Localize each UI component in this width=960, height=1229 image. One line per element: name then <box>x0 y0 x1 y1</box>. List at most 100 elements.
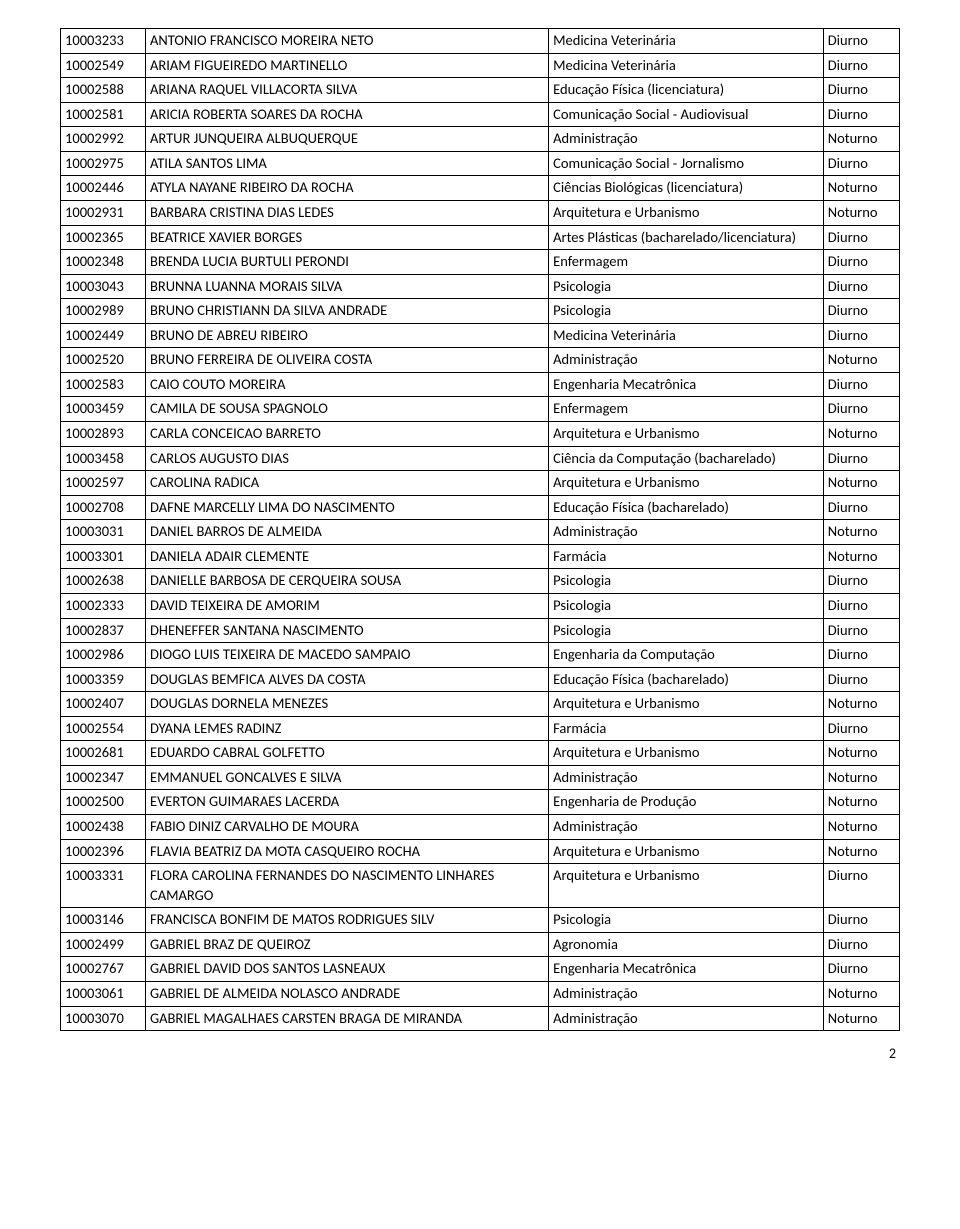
cell-id: 10002986 <box>61 643 146 668</box>
cell-name: CARLOS AUGUSTO DIAS <box>145 446 548 471</box>
cell-course: Medicina Veterinária <box>549 53 824 78</box>
cell-shift: Noturno <box>823 981 899 1006</box>
cell-shift: Diurno <box>823 716 899 741</box>
table-row: 10002347EMMANUEL GONCALVES E SILVAAdmini… <box>61 765 900 790</box>
cell-shift: Noturno <box>823 200 899 225</box>
cell-course: Arquitetura e Urbanismo <box>549 741 824 766</box>
cell-shift: Noturno <box>823 839 899 864</box>
cell-id: 10002931 <box>61 200 146 225</box>
cell-shift: Diurno <box>823 618 899 643</box>
cell-name: FLORA CAROLINA FERNANDES DO NASCIMENTO L… <box>145 864 548 908</box>
cell-id: 10002597 <box>61 471 146 496</box>
cell-name: GABRIEL DE ALMEIDA NOLASCO ANDRADE <box>145 981 548 1006</box>
cell-shift: Diurno <box>823 274 899 299</box>
cell-shift: Diurno <box>823 299 899 324</box>
table-row: 10003061GABRIEL DE ALMEIDA NOLASCO ANDRA… <box>61 981 900 1006</box>
cell-course: Medicina Veterinária <box>549 323 824 348</box>
table-row: 10003331FLORA CAROLINA FERNANDES DO NASC… <box>61 864 900 908</box>
cell-id: 10003061 <box>61 981 146 1006</box>
table-row: 10003301DANIELA ADAIR CLEMENTEFarmáciaNo… <box>61 544 900 569</box>
cell-course: Engenharia de Produção <box>549 790 824 815</box>
cell-course: Artes Plásticas (bacharelado/licenciatur… <box>549 225 824 250</box>
cell-id: 10002638 <box>61 569 146 594</box>
cell-shift: Diurno <box>823 53 899 78</box>
cell-shift: Noturno <box>823 1006 899 1031</box>
cell-id: 10003070 <box>61 1006 146 1031</box>
cell-id: 10003459 <box>61 397 146 422</box>
cell-shift: Noturno <box>823 520 899 545</box>
cell-id: 10002333 <box>61 593 146 618</box>
table-row: 10002708DAFNE MARCELLY LIMA DO NASCIMENT… <box>61 495 900 520</box>
cell-id: 10002837 <box>61 618 146 643</box>
cell-shift: Noturno <box>823 790 899 815</box>
cell-name: DOUGLAS BEMFICA ALVES DA COSTA <box>145 667 548 692</box>
cell-course: Administração <box>549 765 824 790</box>
cell-name: BRUNNA LUANNA MORAIS SILVA <box>145 274 548 299</box>
cell-name: CAROLINA RADICA <box>145 471 548 496</box>
cell-course: Administração <box>549 981 824 1006</box>
cell-shift: Diurno <box>823 397 899 422</box>
cell-name: BRENDA LUCIA BURTULI PERONDI <box>145 250 548 275</box>
page-number: 2 <box>60 1045 900 1062</box>
cell-id: 10002893 <box>61 422 146 447</box>
cell-name: GABRIEL MAGALHAES CARSTEN BRAGA DE MIRAN… <box>145 1006 548 1031</box>
cell-id: 10002549 <box>61 53 146 78</box>
table-row: 10002681EDUARDO CABRAL GOLFETTOArquitetu… <box>61 741 900 766</box>
table-row: 10002499GABRIEL BRAZ DE QUEIROZAgronomia… <box>61 932 900 957</box>
cell-id: 10002992 <box>61 127 146 152</box>
table-row: 10003359DOUGLAS BEMFICA ALVES DA COSTAEd… <box>61 667 900 692</box>
table-row: 10002449BRUNO DE ABREU RIBEIROMedicina V… <box>61 323 900 348</box>
cell-name: DANIELA ADAIR CLEMENTE <box>145 544 548 569</box>
cell-name: FABIO DINIZ CARVALHO DE MOURA <box>145 815 548 840</box>
table-row: 10002348BRENDA LUCIA BURTULI PERONDIEnfe… <box>61 250 900 275</box>
cell-shift: Diurno <box>823 372 899 397</box>
cell-id: 10003146 <box>61 908 146 933</box>
cell-name: CARLA CONCEICAO BARRETO <box>145 422 548 447</box>
table-row: 10002438FABIO DINIZ CARVALHO DE MOURAAdm… <box>61 815 900 840</box>
table-row: 10003458CARLOS AUGUSTO DIASCiência da Co… <box>61 446 900 471</box>
cell-shift: Noturno <box>823 692 899 717</box>
table-row: 10003459CAMILA DE SOUSA SPAGNOLOEnfermag… <box>61 397 900 422</box>
cell-course: Administração <box>549 815 824 840</box>
cell-course: Arquitetura e Urbanismo <box>549 200 824 225</box>
cell-shift: Diurno <box>823 495 899 520</box>
table-row: 10002986DIOGO LUIS TEIXEIRA DE MACEDO SA… <box>61 643 900 668</box>
cell-id: 10003233 <box>61 29 146 54</box>
cell-id: 10002348 <box>61 250 146 275</box>
cell-shift: Noturno <box>823 741 899 766</box>
cell-course: Educação Física (bacharelado) <box>549 667 824 692</box>
cell-id: 10002588 <box>61 78 146 103</box>
cell-name: DAVID TEIXEIRA DE AMORIM <box>145 593 548 618</box>
table-row: 10002837DHENEFFER SANTANA NASCIMENTOPsic… <box>61 618 900 643</box>
cell-shift: Noturno <box>823 127 899 152</box>
table-row: 10002893CARLA CONCEICAO BARRETOArquitetu… <box>61 422 900 447</box>
cell-course: Ciências Biológicas (licenciatura) <box>549 176 824 201</box>
table-row: 10003233ANTONIO FRANCISCO MOREIRA NETOMe… <box>61 29 900 54</box>
cell-shift: Diurno <box>823 151 899 176</box>
cell-shift: Diurno <box>823 957 899 982</box>
cell-id: 10002520 <box>61 348 146 373</box>
cell-shift: Diurno <box>823 323 899 348</box>
table-row: 10003043BRUNNA LUANNA MORAIS SILVAPsicol… <box>61 274 900 299</box>
cell-name: ATYLA NAYANE RIBEIRO DA ROCHA <box>145 176 548 201</box>
cell-name: BARBARA CRISTINA DIAS LEDES <box>145 200 548 225</box>
cell-course: Enfermagem <box>549 250 824 275</box>
cell-name: CAMILA DE SOUSA SPAGNOLO <box>145 397 548 422</box>
cell-name: DYANA LEMES RADINZ <box>145 716 548 741</box>
table-row: 10002396FLAVIA BEATRIZ DA MOTA CASQUEIRO… <box>61 839 900 864</box>
cell-course: Administração <box>549 127 824 152</box>
cell-course: Arquitetura e Urbanismo <box>549 839 824 864</box>
cell-shift: Noturno <box>823 765 899 790</box>
cell-shift: Diurno <box>823 29 899 54</box>
cell-shift: Diurno <box>823 102 899 127</box>
cell-shift: Diurno <box>823 78 899 103</box>
cell-id: 10002975 <box>61 151 146 176</box>
cell-course: Psicologia <box>549 618 824 643</box>
cell-shift: Noturno <box>823 348 899 373</box>
cell-course: Agronomia <box>549 932 824 957</box>
cell-course: Psicologia <box>549 908 824 933</box>
cell-course: Arquitetura e Urbanismo <box>549 422 824 447</box>
cell-id: 10003301 <box>61 544 146 569</box>
cell-course: Arquitetura e Urbanismo <box>549 692 824 717</box>
cell-name: ATILA SANTOS LIMA <box>145 151 548 176</box>
